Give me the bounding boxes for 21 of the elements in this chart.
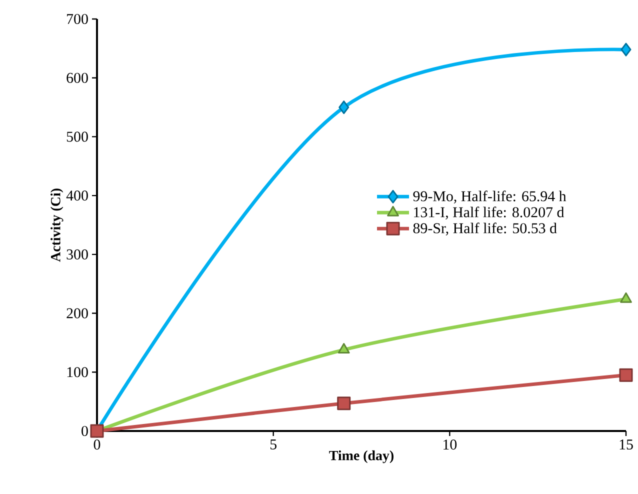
point [337,396,351,410]
legend-label: 99-Mo, Half-life: 65.94 h [413,190,566,204]
x-tick-label: 5 [270,440,276,450]
y-tick-label: 500 [66,132,88,142]
legend-label: 131-I, Half life: 8.0207 d [414,206,564,220]
y-tick-label: 0 [82,426,88,436]
y-tick-label: 700 [67,14,88,24]
y-tick-label: 400 [66,190,88,201]
point [620,42,632,56]
x-tick-label: 10 [444,440,457,450]
y-tick-label: 300 [66,249,88,260]
y-tick-label: 200 [66,308,88,318]
x-tick-label: 15 [620,440,633,450]
point [619,368,633,382]
y-tick-label: 600 [66,72,88,83]
x-tick-label: 0 [94,440,100,450]
legend-label: 89-Sr, Half life: 50.53 d [413,222,557,236]
y-axis-title: Activity (Ci) [50,188,64,262]
y-tick-label: 100 [67,367,88,378]
point [338,100,350,114]
x-axis-title: Time (day) [329,450,394,464]
